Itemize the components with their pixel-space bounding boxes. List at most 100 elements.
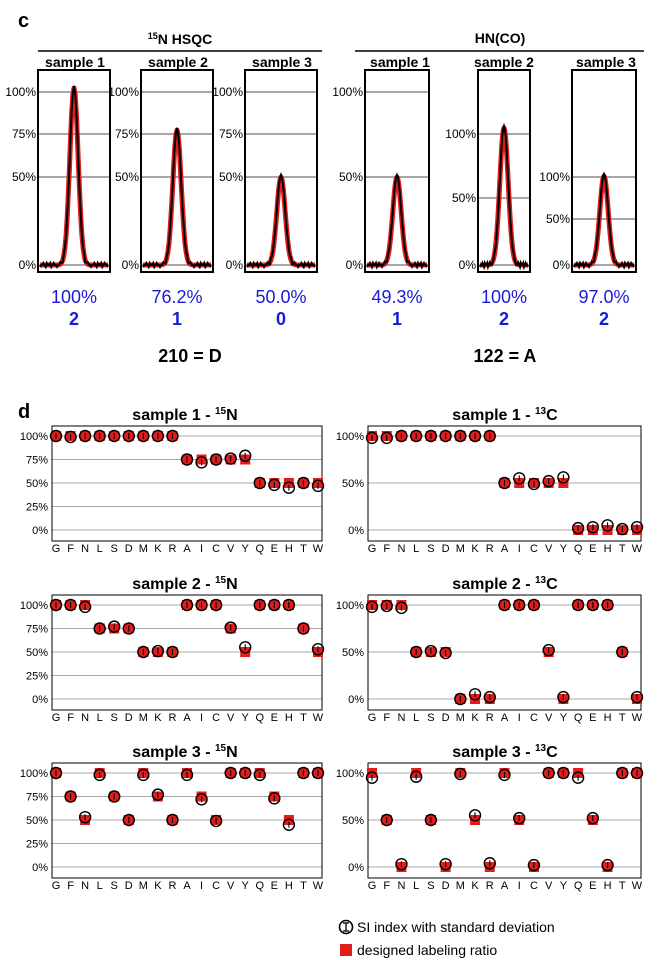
- si-marker: [49, 766, 63, 780]
- designed-marker: [514, 478, 525, 488]
- peak-plot: 0% 50% 75% 100% 76.2%1: [108, 69, 214, 329]
- category-label: H: [285, 712, 293, 724]
- tick-label: 75%: [115, 127, 139, 141]
- category-label: N: [81, 543, 89, 555]
- category-label: R: [168, 712, 176, 724]
- category-label: Y: [560, 543, 568, 555]
- tick-label: 0%: [19, 258, 37, 272]
- category-label: F: [67, 712, 74, 724]
- tick-label: 100%: [445, 127, 476, 141]
- chart-title: sample 1 - 13C: [452, 406, 558, 424]
- tick-label: 50%: [219, 170, 243, 184]
- category-label: T: [619, 543, 626, 555]
- tick-label: 0%: [348, 694, 364, 706]
- code-digit: 1: [392, 309, 402, 329]
- si-marker: [253, 598, 266, 612]
- category-label: A: [501, 712, 509, 724]
- tick-label: 0%: [459, 258, 477, 272]
- code-digit: 1: [172, 309, 182, 329]
- category-label: E: [589, 880, 596, 892]
- si-marker: [454, 429, 467, 443]
- si-marker: [439, 646, 452, 660]
- plot-frame: [571, 69, 637, 273]
- code-hnco: 122 = A: [474, 346, 537, 366]
- tick-label: 50%: [342, 815, 364, 827]
- chart-title: sample 3 - 13C: [452, 743, 558, 761]
- category-label: G: [368, 712, 377, 724]
- category-label: D: [442, 880, 450, 892]
- si-marker: [297, 766, 310, 780]
- category-label: D: [125, 880, 133, 892]
- si-marker: [64, 430, 77, 444]
- spectrum-trace: [142, 127, 212, 270]
- si-marker: [122, 429, 135, 443]
- scatter-chart: sample 1 - 15N 0% 25% 50% 75% 100% G F N L S D M K R A I…: [20, 406, 325, 555]
- panel-d-label: d: [18, 401, 30, 423]
- peak-plot: 0% 50% 75% 100% 50.0%0: [212, 69, 318, 329]
- si-marker: [137, 429, 150, 443]
- si-marker: [380, 599, 393, 613]
- category-label: V: [227, 880, 235, 892]
- category-label: D: [125, 543, 133, 555]
- category-label: L: [413, 543, 419, 555]
- category-label: K: [154, 543, 162, 555]
- category-label: R: [168, 880, 176, 892]
- tick-label: 50%: [342, 647, 364, 659]
- si-marker: [616, 645, 629, 659]
- category-label: I: [518, 543, 521, 555]
- category-label: M: [456, 880, 465, 892]
- si-marker: [483, 429, 496, 443]
- sample-label: sample 2: [148, 54, 208, 70]
- si-marker: [513, 598, 526, 612]
- category-label: M: [139, 543, 148, 555]
- charts: 0%50%75%100%100%20%50%75%100%76.2%10%50%…: [5, 69, 644, 892]
- category-label: E: [271, 712, 278, 724]
- category-label: T: [300, 543, 307, 555]
- category-label: N: [81, 712, 89, 724]
- designed-marker: [602, 525, 613, 535]
- si-marker: [166, 645, 179, 659]
- si-marker: [557, 471, 570, 484]
- category-label: V: [545, 712, 553, 724]
- si-marker: [395, 429, 408, 443]
- category-label: M: [139, 712, 148, 724]
- category-label: N: [397, 543, 405, 555]
- si-marker: [527, 858, 541, 872]
- plot-frame: [37, 69, 111, 273]
- panel-c-label: c: [18, 10, 29, 32]
- code-digit: 2: [599, 309, 609, 329]
- peak-plot: 0% 50% 100% 97.0%2: [539, 69, 637, 329]
- si-marker: [122, 813, 135, 827]
- si-marker: [498, 476, 511, 490]
- si-marker: [311, 479, 325, 493]
- peak-percent: 100%: [51, 287, 97, 307]
- hsqc-title: 15N HSQC: [148, 31, 212, 47]
- si-marker: [180, 768, 194, 782]
- spectrum-trace: [573, 171, 635, 270]
- category-label: E: [271, 543, 278, 555]
- category-label: H: [285, 543, 293, 555]
- code-digit: 2: [69, 309, 79, 329]
- tick-label: 100%: [20, 768, 48, 780]
- si-marker: [195, 598, 208, 612]
- category-label: H: [604, 880, 612, 892]
- category-label: C: [530, 712, 538, 724]
- si-marker: [108, 620, 121, 633]
- category-label: W: [632, 880, 643, 892]
- plot-frame: [367, 762, 642, 879]
- fit-curve: [365, 174, 429, 268]
- category-label: S: [427, 543, 434, 555]
- category-label: L: [413, 880, 419, 892]
- tick-label: 75%: [219, 127, 243, 141]
- tick-label: 25%: [26, 839, 48, 851]
- scatter-chart: sample 3 - 13C 0% 50% 100% G F N L S D M K R A I C V Y Q E H…: [336, 743, 644, 892]
- legend-si-label: SI index with standard deviation: [357, 919, 555, 935]
- si-marker: [557, 766, 570, 780]
- category-label: G: [52, 543, 61, 555]
- tick-label: 100%: [5, 85, 36, 99]
- si-marker: [468, 688, 482, 701]
- si-marker: [268, 478, 281, 492]
- category-label: A: [183, 880, 191, 892]
- si-marker: [239, 641, 252, 654]
- category-label: F: [383, 543, 390, 555]
